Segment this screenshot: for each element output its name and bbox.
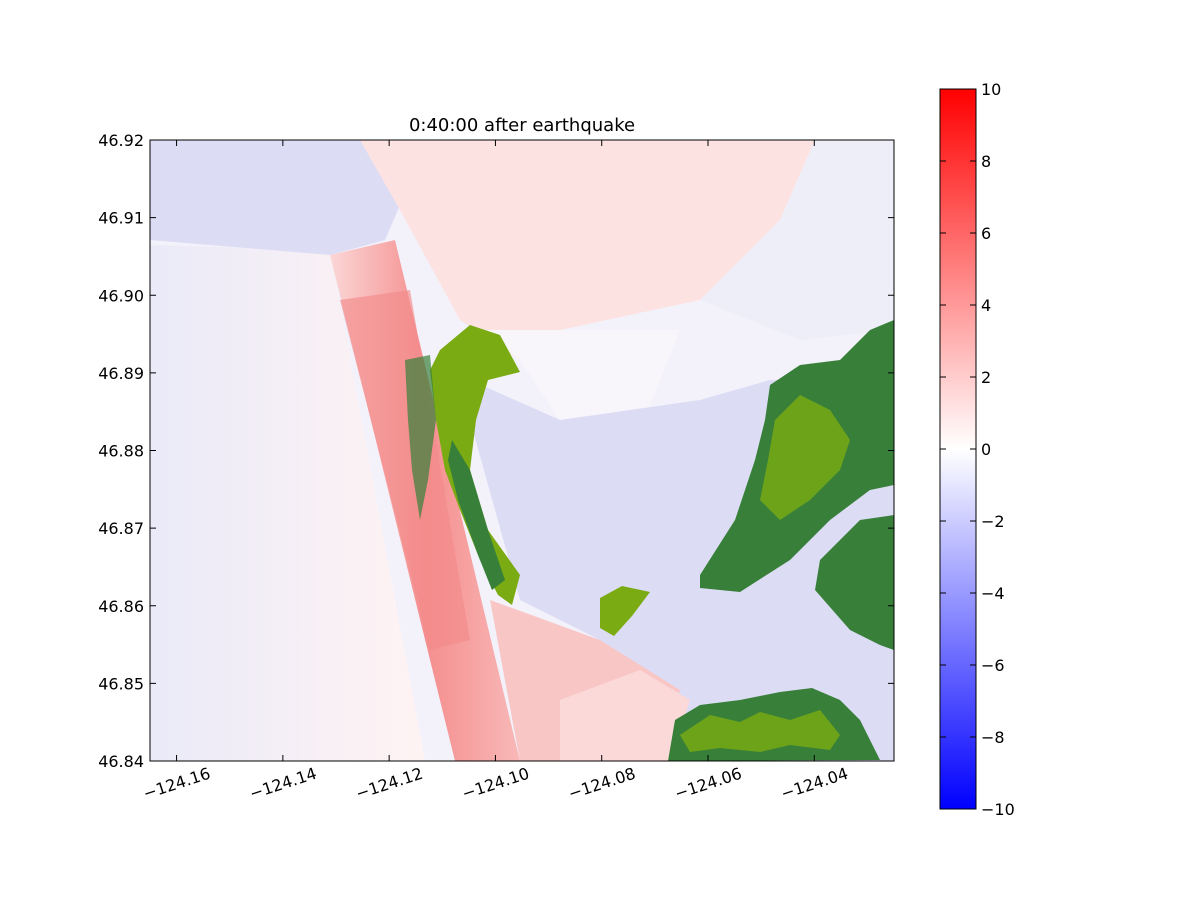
land-peninsula (430, 325, 520, 605)
y-axis: 46.84 46.85 46.86 46.87 46.88 46.89 46.90 46.91… (98, 131, 894, 771)
chart-title: 0:40:00 after earthquake (409, 115, 635, 136)
colorbar-axis: 10 8 6 4 2 0 −2 −4 −6 −8 −10 (940, 80, 1015, 819)
x-tick-label: −124.08 (566, 764, 638, 804)
x-tick-label: −124.04 (779, 764, 851, 804)
y-tick-label: 46.91 (98, 209, 144, 228)
x-tick-label: −124.10 (460, 764, 532, 804)
y-tick-label: 46.85 (98, 674, 144, 693)
y-tick-label: 46.88 (98, 442, 144, 461)
x-tick-label: −124.14 (247, 764, 319, 804)
colorbar-tick-label: 2 (981, 368, 991, 387)
colorbar-tick-label: 6 (981, 224, 991, 243)
x-tick-label: −124.06 (672, 764, 744, 804)
colorbar-tick-label: −2 (981, 512, 1005, 531)
colorbar-tick-label: 0 (981, 440, 991, 459)
y-tick-label: 46.87 (98, 519, 144, 538)
land-areas (405, 320, 894, 761)
y-tick-label: 46.86 (98, 597, 144, 616)
y-tick-label: 46.92 (98, 131, 144, 150)
colorbar-tick-label: 8 (981, 152, 991, 171)
colorbar-tick-label: 10 (981, 80, 1001, 99)
land-southeast (815, 515, 894, 650)
colorbar-tick-label: −8 (981, 728, 1005, 747)
y-tick-label: 46.90 (98, 286, 144, 305)
colorbar-tick-label: −6 (981, 656, 1005, 675)
colorbar-tick-label: −4 (981, 584, 1005, 603)
x-tick-label: −124.12 (353, 764, 425, 804)
x-tick-label: −124.16 (141, 764, 213, 804)
colorbar-tick-label: 4 (981, 296, 991, 315)
y-tick-label: 46.89 (98, 364, 144, 383)
y-tick-label: 46.84 (98, 752, 144, 771)
colorbar-tick-label: −10 (981, 800, 1015, 819)
land-island (600, 586, 650, 636)
